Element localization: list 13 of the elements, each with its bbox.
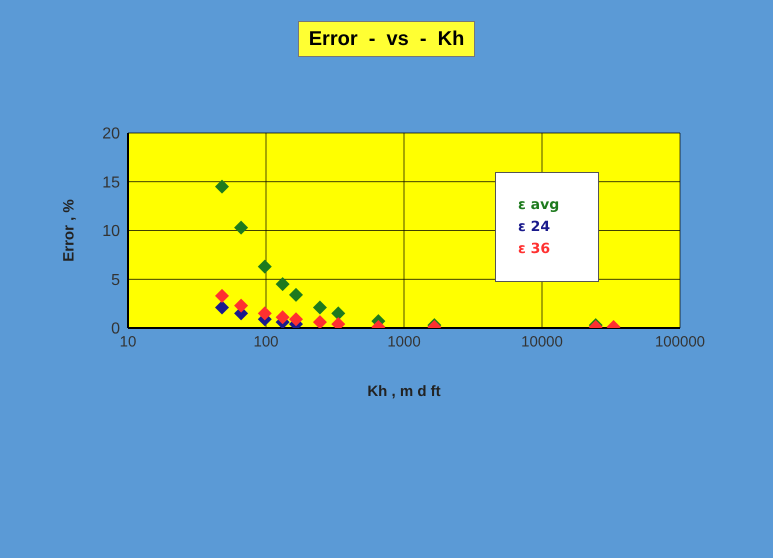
y-tick-label: 0 xyxy=(111,320,120,338)
x-tick-label: 100000 xyxy=(654,334,706,351)
x-tick-label: 10000 xyxy=(521,334,563,351)
y-tick-label: 10 xyxy=(102,223,120,240)
x-tick-label: 100 xyxy=(253,334,279,351)
y-axis-title: Error , % xyxy=(60,199,78,262)
y-tick-label: 15 xyxy=(102,174,120,192)
chart-title: Error - vs - Kh xyxy=(298,21,476,57)
y-tick-label: 5 xyxy=(111,272,120,289)
x-axis-title: Kh , m d ft xyxy=(367,383,441,400)
x-tick-label: 1000 xyxy=(387,334,421,351)
y-tick-label: 20 xyxy=(102,126,120,143)
legend-box: ε avg ε 24 ε 36 xyxy=(495,172,599,282)
